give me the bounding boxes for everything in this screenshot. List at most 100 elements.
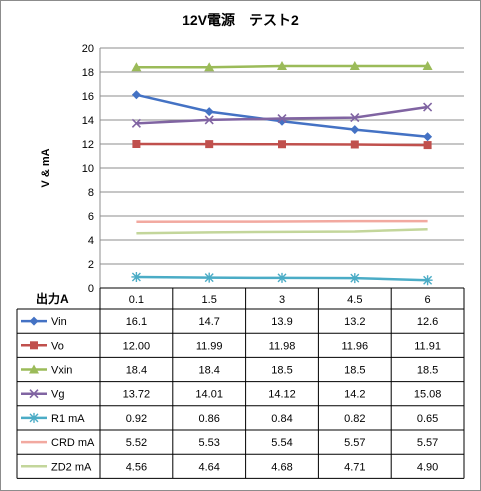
y-tick-label: 0: [88, 283, 94, 295]
square-marker: [278, 140, 286, 149]
x-marker: [29, 389, 39, 399]
table-row: Vo 12.00 11.99 11.98 11.96 11.91: [21, 340, 441, 352]
table-cell: 4.71: [344, 461, 365, 473]
legend-entry: Vin: [51, 316, 67, 328]
table-row: Vxin 18.4 18.4 18.5 18.5 18.5: [21, 364, 438, 377]
series-line: [136, 93, 428, 139]
table-cell: 13.9: [271, 316, 292, 328]
triangle-marker: [277, 61, 287, 70]
x-marker: [350, 113, 360, 123]
category-label: 3: [279, 294, 285, 306]
y-tick-label: 2: [88, 259, 94, 271]
y-tick-label: 4: [88, 235, 94, 247]
triangle-marker: [422, 61, 433, 70]
table-cell: 15.08: [414, 389, 442, 401]
table-cell: 0.84: [271, 413, 292, 425]
series-vin: [131, 90, 433, 142]
diamond-marker: [204, 107, 214, 117]
table-cell: 18.5: [344, 365, 365, 377]
diamond-marker: [29, 316, 39, 326]
legend-entry: Vg: [51, 389, 64, 401]
table-cell: 4.56: [126, 461, 147, 473]
category-label: 1.5: [202, 294, 217, 306]
series-r1-ma: [131, 271, 433, 286]
table-cell: 14.2: [344, 389, 365, 401]
category-label: 0.1: [129, 294, 144, 306]
series-vg: [131, 102, 433, 128]
table-cell: 5.53: [198, 437, 219, 449]
gridlines: [100, 47, 464, 289]
legend-entry: R1 mA: [51, 413, 85, 425]
table-cell: 0.65: [417, 413, 438, 425]
y-tick-label: 12: [82, 139, 94, 151]
series-vxin: [131, 61, 433, 72]
table-cell: 11.98: [269, 340, 296, 352]
series-line: [136, 227, 428, 235]
diamond-marker: [423, 132, 433, 142]
y-tick-label: 8: [88, 187, 94, 199]
triangle-marker: [204, 62, 215, 72]
diamond-marker: [131, 90, 141, 100]
table-cell: 18.5: [271, 365, 292, 377]
table-cell: 11.99: [196, 340, 223, 352]
table-cell: 14.01: [195, 389, 223, 401]
star-marker: [349, 273, 360, 284]
table-cell: 18.4: [198, 365, 219, 377]
table-cell: 0.86: [198, 413, 219, 425]
series-vo: [132, 140, 432, 150]
table-cell: 5.57: [344, 437, 365, 449]
x-marker: [277, 113, 287, 124]
y-tick-label: 18: [82, 67, 94, 79]
legend-entry: ZD2 mA: [51, 461, 92, 473]
x-marker: [423, 102, 433, 112]
table-cell: 0.82: [344, 413, 365, 425]
diamond-marker: [350, 125, 360, 135]
x-axis-label: 出力A: [36, 291, 69, 306]
table-cell: 4.64: [198, 461, 219, 473]
table-row: CRD mA 5.52 5.53 5.54 5.57 5.57: [21, 437, 438, 449]
square-marker: [423, 141, 432, 150]
table-cell: 12.6: [417, 316, 438, 328]
star-marker: [277, 272, 287, 283]
category-label: 6: [425, 294, 431, 306]
y-tick-label: 10: [82, 163, 94, 175]
category-label: 4.5: [347, 294, 362, 306]
table-cell: 13.2: [344, 316, 365, 328]
star-marker: [29, 412, 39, 423]
table-cell: 0.92: [126, 413, 147, 425]
chart-title: 12V電源 テスト2: [182, 12, 299, 28]
table-row: Vin 16.1 14.7 13.9 13.2 12.6: [21, 316, 438, 328]
legend-entry: CRD mA: [51, 437, 95, 449]
triangle-marker: [29, 364, 39, 374]
table-cell: 13.72: [123, 389, 151, 401]
y-tick-label: 16: [82, 91, 94, 103]
series-line: [136, 219, 428, 224]
table-cell: 4.90: [417, 461, 438, 473]
legend-entry: Vxin: [51, 365, 72, 377]
square-marker: [350, 140, 359, 149]
legend-entry: Vo: [51, 340, 64, 352]
triangle-marker: [349, 61, 360, 70]
series-crd-ma: [136, 219, 428, 224]
table-cell: 16.1: [126, 316, 147, 328]
square-marker: [205, 140, 214, 149]
y-tick-label: 14: [82, 115, 94, 127]
y-tick-label: 20: [82, 43, 94, 55]
y-tick-label: 6: [88, 211, 94, 223]
square-marker: [30, 341, 38, 350]
table-cell: 18.5: [417, 365, 438, 377]
table-row: Vg 13.72 14.01 14.12 14.2 15.08: [21, 389, 441, 401]
axes: 0 2 4 6 8 10 12 14 16 18 20: [82, 43, 101, 295]
star-marker: [422, 275, 433, 286]
table-cell: 5.54: [271, 437, 292, 449]
square-marker: [132, 140, 141, 148]
star-marker: [204, 272, 215, 283]
table-cell: 4.68: [271, 461, 292, 473]
series-zd2-ma: [136, 227, 428, 235]
table-cell: 18.4: [126, 365, 147, 377]
table-cell: 14.7: [198, 316, 219, 328]
table-row: R1 mA 0.92 0.86 0.84 0.82 0.65: [21, 413, 438, 425]
table-cell: 11.96: [341, 340, 368, 352]
